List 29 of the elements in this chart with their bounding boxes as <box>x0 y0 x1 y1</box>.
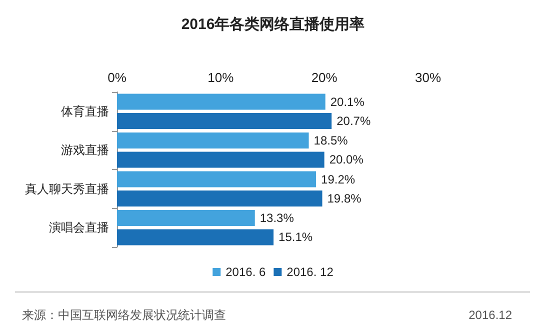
bar <box>117 94 326 110</box>
x-tick-label: 10% <box>208 70 234 85</box>
x-tick-label: 20% <box>311 70 338 85</box>
y-tick-label: 真人聊天秀直播 <box>25 182 109 196</box>
bar <box>117 112 332 129</box>
y-tick-label: 体育直播 <box>61 104 109 118</box>
text: 2016.12 <box>468 308 512 322</box>
data-label: 20.0% <box>329 152 364 167</box>
data-label: 19.8% <box>327 191 362 206</box>
legend-label: 2016. 6 <box>226 265 266 279</box>
y-tick-label: 游戏直播 <box>61 143 109 158</box>
x-tick-label: 0% <box>108 70 127 85</box>
data-label: 20.1% <box>330 94 365 109</box>
bar <box>117 190 322 206</box>
source-note: 来源：中国互联网络发展状况统计调查 <box>22 308 226 322</box>
x-tick-label: 30% <box>414 70 442 85</box>
y-tick-label: 演唱会直播 <box>49 220 109 235</box>
chart-title: 2016年各类网络直播使用率 <box>181 15 365 33</box>
data-label: 13.3% <box>260 211 294 226</box>
bar <box>117 210 255 226</box>
data-label: 18.5% <box>314 134 348 148</box>
bar <box>117 229 274 246</box>
data-label: 15.1% <box>278 230 313 244</box>
data-label: 20.7% <box>336 114 371 128</box>
bar <box>117 152 324 168</box>
legend-label: 2016. 12 <box>286 265 334 279</box>
data-label: 19.2% <box>321 172 356 186</box>
bar <box>117 132 309 149</box>
bar <box>117 171 316 188</box>
